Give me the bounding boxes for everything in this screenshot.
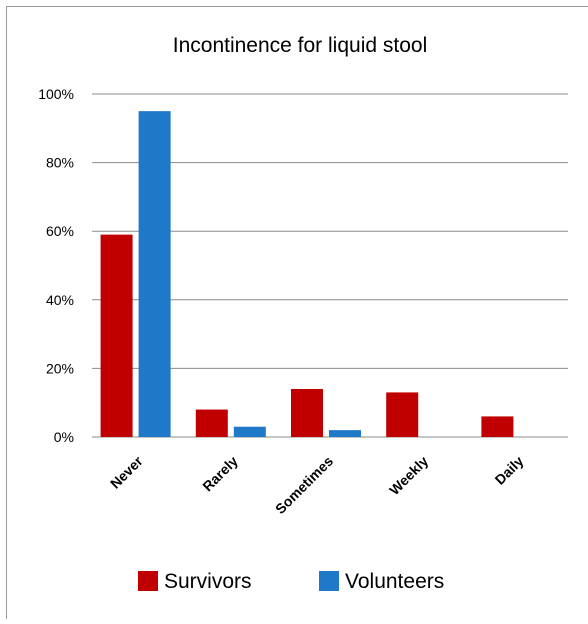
y-tick-label: 0% bbox=[54, 429, 74, 445]
x-tick-label: Weekly bbox=[386, 453, 431, 498]
bar-survivors-rarely bbox=[196, 410, 228, 437]
legend-swatch-survivors bbox=[138, 571, 158, 591]
y-tick-label: 80% bbox=[46, 155, 74, 171]
legend-label-survivors: Survivors bbox=[164, 570, 252, 593]
legend: Survivors Volunteers bbox=[138, 570, 444, 593]
y-tick-label: 20% bbox=[46, 360, 74, 376]
y-axis-ticks: 0% 20% 40% 60% 80% 100% bbox=[38, 86, 74, 445]
bar-survivors-sometimes bbox=[291, 389, 323, 437]
bar-volunteers-never bbox=[139, 111, 171, 437]
y-tick-label: 40% bbox=[46, 292, 74, 308]
x-tick-label: Never bbox=[107, 452, 146, 491]
chart-border bbox=[7, 7, 588, 620]
x-tick-label: Daily bbox=[492, 453, 527, 488]
bar-volunteers-rarely bbox=[234, 427, 266, 437]
bar-volunteers-sometimes bbox=[329, 430, 361, 437]
bar-survivors-weekly bbox=[386, 392, 418, 437]
bar-survivors-daily bbox=[481, 416, 513, 437]
x-tick-label: Sometimes bbox=[272, 453, 336, 517]
x-axis-ticks: Never Rarely Sometimes Weekly Daily bbox=[107, 452, 527, 517]
x-tick-label: Rarely bbox=[199, 453, 241, 495]
chart-title: Incontinence for liquid stool bbox=[173, 34, 428, 57]
y-tick-label: 100% bbox=[38, 86, 74, 102]
legend-label-volunteers: Volunteers bbox=[345, 570, 444, 593]
bar-survivors-never bbox=[101, 235, 133, 437]
y-tick-label: 60% bbox=[46, 223, 74, 239]
legend-swatch-volunteers bbox=[319, 571, 339, 591]
bars bbox=[101, 111, 514, 437]
